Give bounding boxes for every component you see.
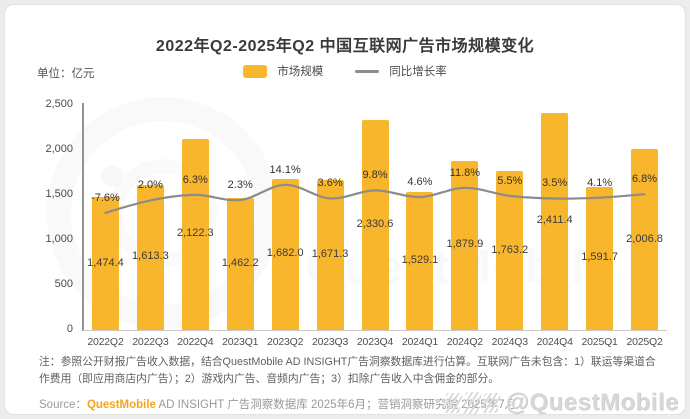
bar-value-label: 1,474.4 xyxy=(87,256,124,269)
source-rest: AD INSIGHT 广告洞察数据库 2025年6月；营销洞察研究院 2025年… xyxy=(155,399,517,411)
bar-value-label: 1,591.7 xyxy=(581,251,618,264)
y-tick-label: 2,000 xyxy=(45,143,73,155)
y-axis-line xyxy=(82,103,84,331)
stamp-glyph-icon xyxy=(480,393,501,413)
growth-rate-label: 3.5% xyxy=(542,177,568,190)
bar xyxy=(541,112,569,330)
x-tick-label: 2023Q3 xyxy=(311,336,349,348)
y-tick-label: 1,500 xyxy=(45,188,73,200)
footnote: 注：参照公开财报广告收入数据，结合QuestMobile AD INSIGHT广… xyxy=(39,356,656,385)
watermark-handle: @QuestMobile xyxy=(505,389,679,415)
line-legend-swatch-icon xyxy=(355,69,380,73)
unit-label: 单位：亿元 xyxy=(37,68,95,80)
bar xyxy=(586,186,614,330)
bar xyxy=(91,197,119,330)
line-legend-label: 同比增长率 xyxy=(389,66,447,78)
x-tick-label: 2024Q4 xyxy=(536,336,573,348)
growth-rate-line xyxy=(104,183,646,214)
x-tick-label: 2022Q2 xyxy=(87,336,124,348)
growth-rate-label: 11.8% xyxy=(449,166,481,179)
questmobile-logo-watermark-icon xyxy=(101,165,123,187)
x-tick-label: 2024Q2 xyxy=(446,336,483,348)
bar xyxy=(631,149,659,330)
bar-legend-swatch-icon xyxy=(243,64,268,78)
x-tick-label: 2025Q2 xyxy=(626,336,663,348)
growth-rate-label: -7.6% xyxy=(91,191,120,204)
growth-rate-label: 2.0% xyxy=(137,179,163,192)
chart-card: QuestMobile 2022年Q2-2025年Q2 中国互联网广告市场规模变… xyxy=(4,4,686,415)
bar-value-label: 1,613.3 xyxy=(132,250,169,263)
bar-value-label: 2,411.4 xyxy=(536,214,573,227)
source-line: Source：QuestMobile AD INSIGHT 广告洞察数据库 20… xyxy=(39,396,516,412)
chart-title: 2022年Q2-2025年Q2 中国互联网广告市场规模变化 xyxy=(155,38,535,55)
bar xyxy=(271,178,299,330)
stamp-glyph-icon xyxy=(461,392,482,414)
source-brand: QuestMobile xyxy=(86,399,156,411)
growth-rate-label: 4.6% xyxy=(407,176,433,189)
bar-value-label: 2,122.3 xyxy=(176,227,214,240)
bar xyxy=(406,192,434,330)
bar xyxy=(181,139,209,330)
growth-rate-label: 4.1% xyxy=(587,176,613,189)
source-prefix: Source： xyxy=(39,399,87,411)
bottom-watermark: @QuestMobile xyxy=(442,389,679,415)
bar-value-label: 1,529.1 xyxy=(401,254,439,267)
bar-value-label: 1,879.9 xyxy=(446,238,484,251)
x-tick-label: 2024Q1 xyxy=(401,336,439,348)
x-axis-tick-labels: 2022Q2 2022Q3 2022Q4 2023Q1 2023Q2 2023Q3 2023… xyxy=(83,336,667,350)
x-tick-label: 2025Q1 xyxy=(581,336,618,348)
bar-value-label: 1,462.2 xyxy=(221,257,259,270)
growth-rate-label: 6.8% xyxy=(631,173,658,186)
x-tick-label: 2024Q3 xyxy=(491,336,528,348)
y-axis-tick-labels: 2,500 2,000 1,500 1,000 500 0 xyxy=(23,98,73,337)
x-tick-label: 2022Q4 xyxy=(177,336,214,348)
y-tick-label: 500 xyxy=(54,278,73,290)
x-tick-label: 2022Q3 xyxy=(132,336,169,348)
bar-value-label: 1,682.0 xyxy=(266,247,304,260)
legend: 市场规模 同比增长率 xyxy=(5,63,685,79)
bar xyxy=(316,179,344,330)
plot-area: 1,474.4 1,613.3 2,122.3 1,462.2 1,682.0 1,671… xyxy=(83,105,667,330)
bar-legend-label: 市场规模 xyxy=(277,66,324,78)
bar-value-label: 2,006.8 xyxy=(626,232,663,245)
growth-rate-label: 5.5% xyxy=(497,174,523,187)
x-tick-label: 2023Q4 xyxy=(356,336,394,348)
bar-value-label: 1,763.2 xyxy=(491,243,529,256)
x-axis-line xyxy=(83,330,667,331)
bar-value-label: 1,671.3 xyxy=(311,247,349,260)
growth-rate-label: 9.8% xyxy=(362,169,388,182)
x-tick-label: 2023Q2 xyxy=(267,336,304,348)
growth-rate-label: 14.1% xyxy=(269,163,301,176)
y-tick-label: 0 xyxy=(66,323,73,335)
y-tick-label: 2,500 xyxy=(45,98,73,110)
growth-rate-label: 2.3% xyxy=(227,179,253,192)
bar xyxy=(226,198,254,330)
growth-rate-label: 3.6% xyxy=(317,177,343,190)
growth-rate-label: 6.3% xyxy=(182,173,208,186)
bar-value-label: 2,330.6 xyxy=(356,218,394,231)
bar xyxy=(136,184,164,330)
y-tick-label: 1,000 xyxy=(45,233,73,245)
bar xyxy=(361,120,389,330)
x-tick-label: 2023Q1 xyxy=(222,336,259,348)
stamp-glyph-icon xyxy=(442,393,463,413)
